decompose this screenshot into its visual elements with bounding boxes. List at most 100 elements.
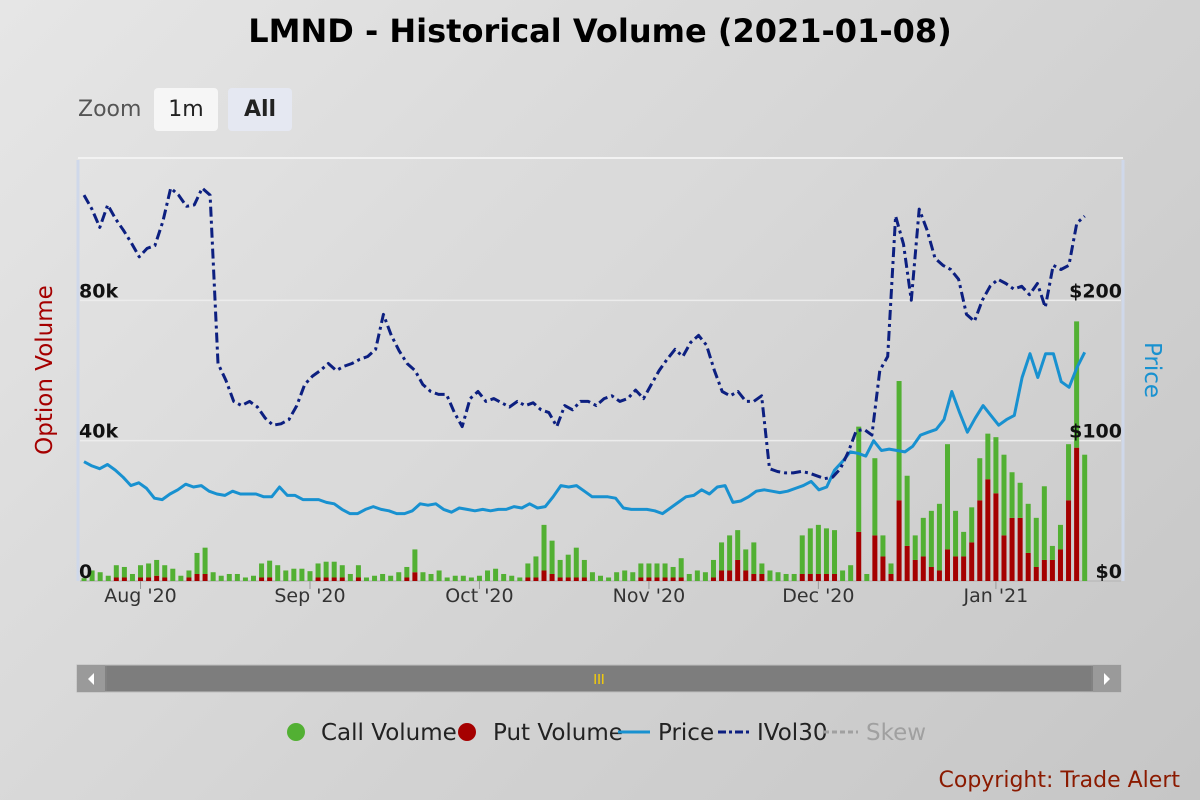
put-volume-bar (581, 577, 587, 581)
put-volume-bar (146, 577, 152, 581)
call-volume-bar (928, 510, 934, 567)
put-volume-bar (113, 577, 119, 581)
call-volume-bar (880, 535, 886, 557)
call-volume-bar (468, 577, 474, 581)
call-volume-bar (291, 568, 297, 581)
call-volume-bar (622, 570, 628, 581)
call-volume-bar (250, 575, 257, 581)
call-volume-bar (218, 575, 224, 581)
call-volume-bar (1001, 454, 1007, 536)
call-volume-bar (202, 547, 208, 574)
call-volume-bar (896, 381, 902, 501)
put-volume-bar (404, 577, 410, 581)
x-tick-label: Jan '21 (963, 585, 1029, 607)
put-volume-bar (259, 577, 265, 581)
call-volume-bar (1025, 503, 1031, 553)
put-volume-bar (977, 500, 983, 581)
call-volume-bar (129, 573, 135, 581)
call-volume-bar (856, 426, 862, 532)
legend: Call Volume Put Volume Price IVol30 Skew (287, 720, 926, 746)
call-volume-bar (904, 475, 910, 546)
put-volume-bar (339, 577, 345, 581)
call-volume-bar (791, 573, 797, 581)
call-volume-bar (864, 573, 870, 581)
navigator-handle-grip: III (593, 673, 605, 688)
put-volume-bar (1057, 549, 1063, 581)
put-volume-bar (154, 575, 160, 581)
call-volume-bar (170, 568, 176, 581)
call-volume-bar (509, 575, 515, 581)
call-volume-bar (210, 572, 216, 581)
call-volume-bar (412, 549, 418, 573)
put-volume-bar (888, 573, 894, 581)
call-volume-bar (969, 507, 975, 543)
put-volume-bar (880, 556, 886, 581)
put-volume-bar (121, 577, 127, 581)
put-volume-bar (832, 573, 838, 581)
call-volume-bar (670, 566, 676, 578)
put-volume-bar (541, 570, 547, 581)
call-volume-bar (848, 565, 854, 581)
call-volume-bar (436, 570, 442, 581)
call-volume-bar (299, 568, 305, 581)
call-volume-bar (501, 573, 507, 581)
call-volume-bar (993, 437, 999, 494)
call-volume-bar (121, 566, 127, 578)
call-volume-bar (985, 433, 991, 480)
call-volume-bar (331, 561, 337, 578)
put-volume-bar (953, 556, 959, 581)
put-volume-bar (654, 577, 660, 581)
call-volume-bar (1082, 454, 1088, 581)
navigator-scrollbar[interactable]: III (76, 664, 1122, 693)
call-volume-bar (1017, 482, 1023, 518)
call-volume-bar (420, 572, 426, 581)
put-volume-bar (896, 500, 902, 581)
zoom-1m-button[interactable]: 1m (154, 88, 218, 131)
x-tick-label: Oct '20 (445, 585, 513, 607)
call-volume-bar (493, 568, 499, 581)
call-volume-bar (581, 559, 587, 578)
axes: 0 $0 40k $100 80k $200 Option Volume Price Aug '… (32, 280, 1165, 607)
call-volume-bar (1033, 517, 1039, 567)
call-volume-bar (81, 578, 87, 581)
copyright-text: Copyright: Trade Alert (938, 768, 1181, 793)
call-volume-bar (355, 565, 361, 578)
call-volume-bar (606, 577, 612, 581)
navigator-right-arrow-icon (1104, 673, 1110, 685)
y-right-tick-label: $200 (1069, 280, 1122, 302)
call-volume-bar (517, 577, 523, 581)
put-volume-bar (186, 577, 192, 581)
call-volume-bar (138, 565, 144, 578)
put-volume-bar (719, 570, 725, 581)
put-volume-bar (912, 559, 918, 581)
chart-title: LMND - Historical Volume (2021-01-08) (248, 12, 952, 50)
call-volume-bar (678, 558, 684, 578)
put-volume-bar (815, 573, 821, 581)
call-volume-bar (1041, 486, 1047, 560)
call-volume-bar (89, 570, 95, 581)
call-volume-bar (912, 535, 918, 560)
zoom-all-button[interactable]: All (228, 88, 292, 131)
zoom-label: Zoom (78, 97, 142, 122)
call-volume-bar (363, 577, 369, 581)
call-volume-bar (565, 554, 571, 578)
series-lines (82, 186, 1087, 516)
put-volume-bar (194, 573, 200, 581)
volume-bars (81, 321, 1088, 581)
call-volume-bar (961, 531, 967, 557)
call-volume-bar (759, 563, 765, 574)
call-volume-bar (372, 575, 378, 581)
put-volume-bar (202, 573, 208, 581)
call-volume-bar (944, 444, 951, 550)
call-volume-bar (589, 572, 595, 581)
y-left-tick-label: 40k (79, 421, 118, 443)
call-volume-bar (872, 458, 878, 536)
put-volume-bar (807, 573, 813, 581)
put-volume-bar (799, 573, 805, 581)
call-volume-bar (404, 566, 410, 578)
put-volume-bar (1041, 559, 1047, 581)
call-volume-bar (823, 528, 829, 574)
call-volume-bar (476, 575, 482, 581)
call-volume-bar (936, 503, 942, 571)
